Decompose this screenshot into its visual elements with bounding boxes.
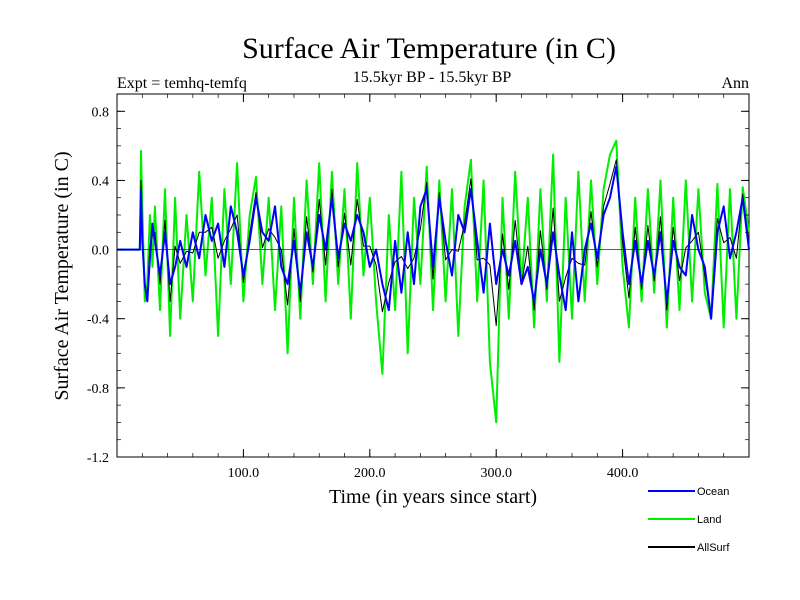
x-tick-label: 100.0 [228,466,260,481]
y-tick-label: -1.2 [87,451,109,466]
x-tick-label: 400.0 [607,466,639,481]
legend-label-land: Land [697,514,721,526]
tick-layer: 0.8 0.4 0.0 -0.4 -0.8 -1.2 100.0 200.0 300.0 400.… [87,93,749,481]
legend: Ocean Land AllSurf [648,486,730,554]
plot-frame [116,93,750,458]
chart-subtitle: 15.5kyr BP - 15.5kyr BP [353,69,512,86]
x-tick-label: 200.0 [354,466,386,481]
x-tick-label: 300.0 [480,466,512,481]
x-axis-label: Time (in years since start) [329,486,537,508]
series-line-land [117,139,750,424]
y-tick-label: 0.8 [92,105,110,120]
legend-label-allsurf: AllSurf [697,542,730,554]
legend-label-ocean: Ocean [697,486,729,498]
series-layer [117,139,750,424]
chart-title: Surface Air Temperature (in C) [242,32,616,65]
season-label: Ann [721,75,749,92]
experiment-label: Expt = temhq-temfq [117,75,247,92]
y-tick-label: -0.8 [87,382,109,397]
y-tick-label: 0.4 [92,174,110,189]
series-line-ocean [117,165,750,320]
y-tick-label: 0.0 [92,244,110,259]
y-tick-label: -0.4 [87,313,109,328]
plot-area: 0.8 0.4 0.0 -0.4 -0.8 -1.2 100.0 200.0 300.0 400.… [87,93,750,481]
y-axis-label: Surface Air Temperature (in C) [51,151,73,400]
